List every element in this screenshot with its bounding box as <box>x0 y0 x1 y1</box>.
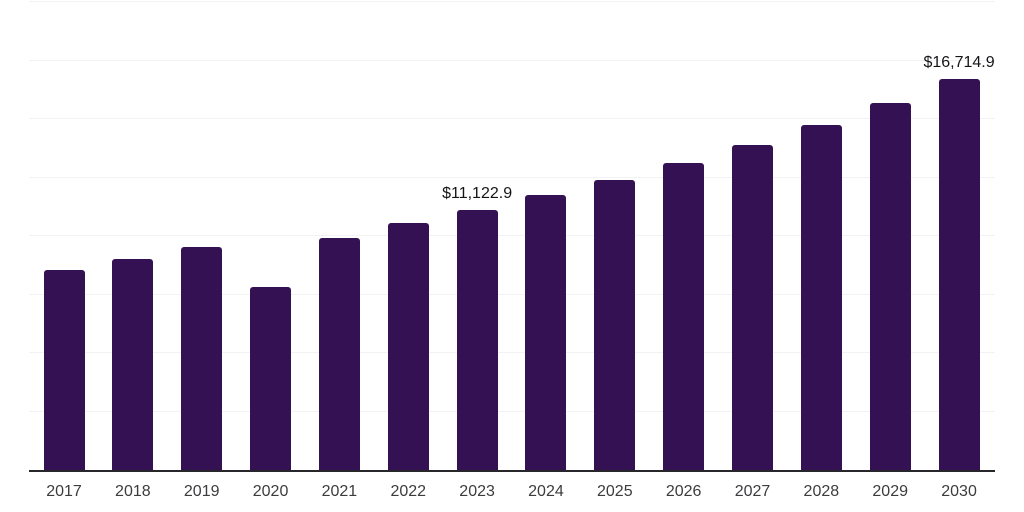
gridline <box>29 59 995 61</box>
x-tick-2023: 2023 <box>459 483 495 500</box>
bar-2025[interactable] <box>594 179 636 470</box>
bar-2028[interactable] <box>800 125 842 470</box>
bar-2019[interactable] <box>181 247 223 470</box>
gridline <box>29 235 995 236</box>
x-tick-2024: 2024 <box>528 483 564 500</box>
gridline <box>29 1 995 2</box>
bar-2024[interactable] <box>525 195 567 470</box>
data-label-2023: $11,122.9 <box>442 184 513 202</box>
x-tick-2018: 2018 <box>115 483 151 500</box>
gridline <box>29 293 995 295</box>
bar-2022[interactable] <box>387 223 429 470</box>
bar-2021[interactable] <box>318 238 360 470</box>
bar-2018[interactable] <box>112 258 154 470</box>
x-tick-2026: 2026 <box>665 483 702 500</box>
bar-2023[interactable] <box>456 209 498 470</box>
x-tick-2030: 2030 <box>941 483 977 500</box>
plot-area: $11,122.9 $16,714.9 <box>29 1 995 472</box>
data-label-2030: $16,714.9 <box>923 53 995 71</box>
x-tick-2021: 2021 <box>321 483 358 500</box>
x-tick-2027: 2027 <box>734 483 771 500</box>
bar-2020[interactable] <box>250 287 292 470</box>
x-tick-2019: 2019 <box>183 483 220 500</box>
x-tick-2020: 2020 <box>252 483 289 500</box>
bar-2017[interactable] <box>43 269 85 470</box>
x-axis-labels: 2017 2018 2019 2020 2021 2022 2023 2024 2025 2026… <box>0 484 1024 506</box>
gridline <box>29 176 995 178</box>
bar-2026[interactable] <box>663 163 705 470</box>
gridline <box>29 352 995 353</box>
x-tick-2028: 2028 <box>803 483 840 500</box>
x-tick-2029: 2029 <box>872 483 908 500</box>
gridline <box>29 410 995 412</box>
x-tick-2022: 2022 <box>390 483 427 500</box>
bar-2027[interactable] <box>732 144 773 470</box>
bar-2030[interactable] <box>938 78 980 470</box>
x-tick-2017: 2017 <box>46 483 82 500</box>
bar-2029[interactable] <box>869 102 911 470</box>
gridline <box>29 118 995 119</box>
x-tick-2025: 2025 <box>597 483 633 500</box>
